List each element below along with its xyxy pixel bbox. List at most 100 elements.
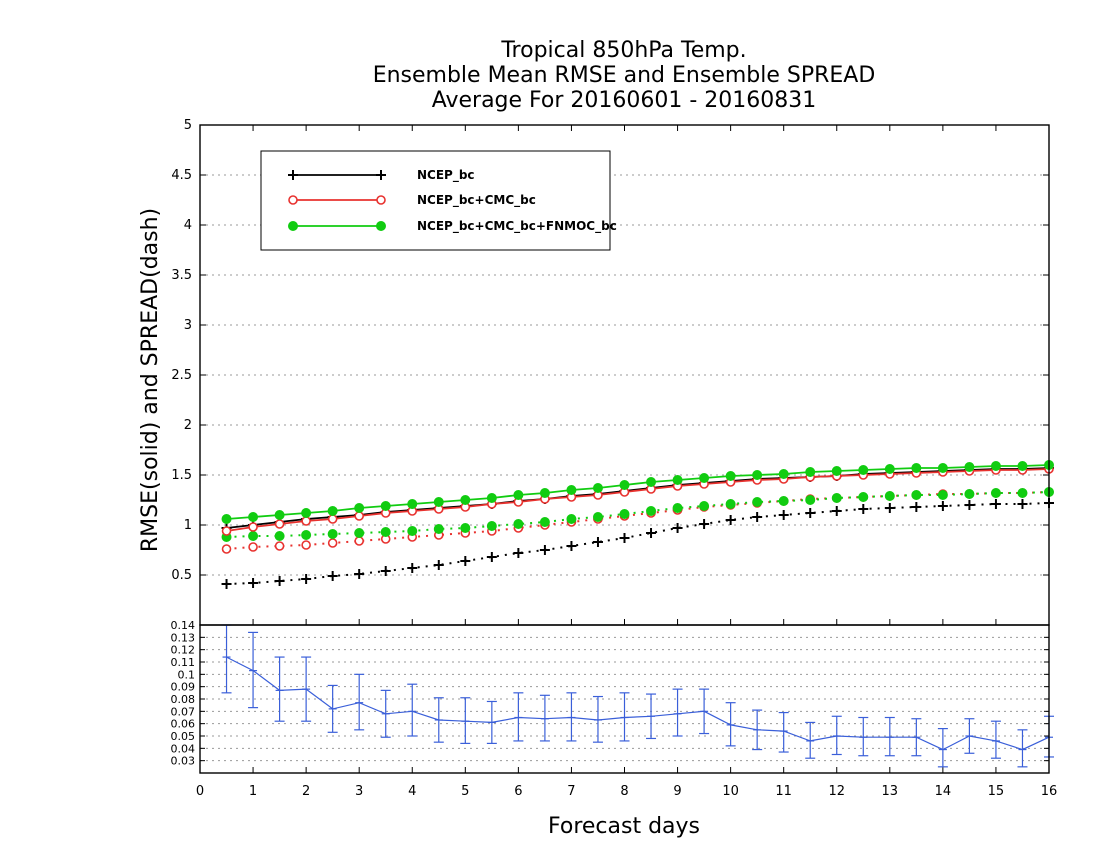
data-point: [274, 510, 285, 520]
data-point: [301, 516, 311, 526]
data-point: [937, 501, 948, 511]
rmse-line-2: [226, 468, 1050, 532]
data-point: [513, 490, 524, 500]
data-point: [884, 491, 895, 501]
data-point: [884, 503, 895, 513]
spread-line-3: [226, 491, 1050, 550]
main-y-tick-label: 4: [184, 218, 192, 233]
data-point: [248, 531, 259, 541]
bottom-y-tick-label: 0.12: [171, 644, 196, 657]
data-point: [831, 506, 842, 516]
legend-item: NCEP_bc: [288, 168, 475, 183]
data-point: [248, 522, 258, 532]
x-tick-label: 14: [935, 784, 952, 799]
data-point: [884, 464, 895, 474]
data-point: [354, 569, 365, 579]
data-point: [407, 526, 418, 536]
data-point: [858, 492, 869, 502]
legend-marker: [288, 221, 298, 231]
main-y-tick-label: 2: [184, 418, 192, 433]
data-point: [937, 490, 948, 500]
main-y-tick-label: 4.5: [171, 168, 192, 183]
data-point: [1017, 499, 1028, 509]
data-point: [248, 578, 259, 588]
data-point: [513, 548, 524, 558]
data-point: [752, 497, 763, 507]
data-point: [380, 501, 391, 511]
main-y-tick-label: 2.5: [171, 368, 192, 383]
data-point: [433, 497, 444, 507]
data-point: [327, 538, 338, 548]
data-point: [327, 506, 338, 516]
data-point: [539, 488, 550, 498]
data-point: [672, 475, 683, 485]
x-tick-label: 10: [722, 784, 739, 799]
data-point: [725, 471, 736, 481]
data-point: [274, 541, 285, 551]
x-axis-label: Forecast days: [548, 814, 700, 839]
chart-title-line-2: Ensemble Mean RMSE and Ensemble SPREAD: [373, 63, 876, 88]
x-tick-label: 15: [988, 784, 1005, 799]
chart-title-line-1: Tropical 850hPa Temp.: [500, 38, 746, 63]
main-y-tick-label: 1.5: [171, 468, 192, 483]
data-point: [646, 477, 657, 487]
data-point: [752, 512, 763, 522]
chart-title-line-3: Average For 20160601 - 20160831: [432, 88, 817, 113]
legend-label: NCEP_bc+CMC_bc+FNMOC_bc: [417, 219, 617, 234]
data-point: [354, 528, 365, 538]
data-point: [592, 537, 603, 547]
data-point: [566, 541, 577, 551]
data-point: [301, 574, 312, 584]
bottom-y-tick-label: 0.05: [171, 730, 196, 743]
data-point: [327, 571, 338, 581]
x-tick-label: 9: [673, 784, 681, 799]
data-point: [513, 519, 524, 529]
series-1: [221, 498, 1054, 589]
data-point: [301, 540, 311, 550]
legend-marker: [376, 170, 386, 180]
series-4: [221, 460, 1054, 524]
data-point: [990, 461, 1001, 471]
data-point: [221, 544, 232, 554]
data-point: [619, 509, 630, 519]
data-point: [566, 514, 577, 524]
y-axis-label: RMSE(solid) and SPREAD(dash): [138, 208, 163, 552]
bottom-plot-frame: [199, 624, 1050, 774]
data-point: [1017, 488, 1028, 498]
main-y-tick-label: 3.5: [171, 268, 192, 283]
data-point: [911, 502, 922, 512]
data-point: [937, 463, 948, 473]
data-point: [911, 490, 922, 500]
data-point: [858, 465, 869, 475]
data-point: [327, 514, 338, 524]
x-tick-label: 0: [196, 784, 204, 799]
data-point: [221, 514, 232, 524]
data-point: [354, 511, 364, 521]
data-point: [274, 576, 285, 586]
data-point: [407, 499, 418, 509]
bottom-y-tick-label: 0.11: [171, 656, 196, 669]
data-point: [990, 488, 1001, 498]
data-point: [646, 506, 657, 516]
bottom-y-tick-label: 0.08: [171, 693, 196, 706]
data-point: [248, 512, 259, 522]
data-point: [433, 524, 444, 534]
data-point: [778, 469, 789, 479]
data-point: [619, 480, 630, 490]
data-point: [592, 512, 603, 522]
legend-item: NCEP_bc+CMC_bc: [288, 193, 536, 208]
legend-marker: [376, 221, 386, 231]
bottom-y-tick-label: 0.04: [171, 742, 196, 755]
series-0: [221, 463, 1054, 533]
difference-panel: 0.030.040.050.060.070.080.090.10.110.120…: [171, 619, 1058, 799]
data-point: [460, 523, 471, 533]
main-y-tick-label: 5: [184, 118, 192, 133]
data-point: [752, 470, 763, 480]
x-tick-label: 11: [775, 784, 792, 799]
data-point: [964, 500, 975, 510]
data-point: [646, 528, 657, 538]
data-point: [592, 483, 603, 493]
data-point: [274, 519, 285, 529]
main-y-tick-label: 1: [184, 518, 192, 533]
